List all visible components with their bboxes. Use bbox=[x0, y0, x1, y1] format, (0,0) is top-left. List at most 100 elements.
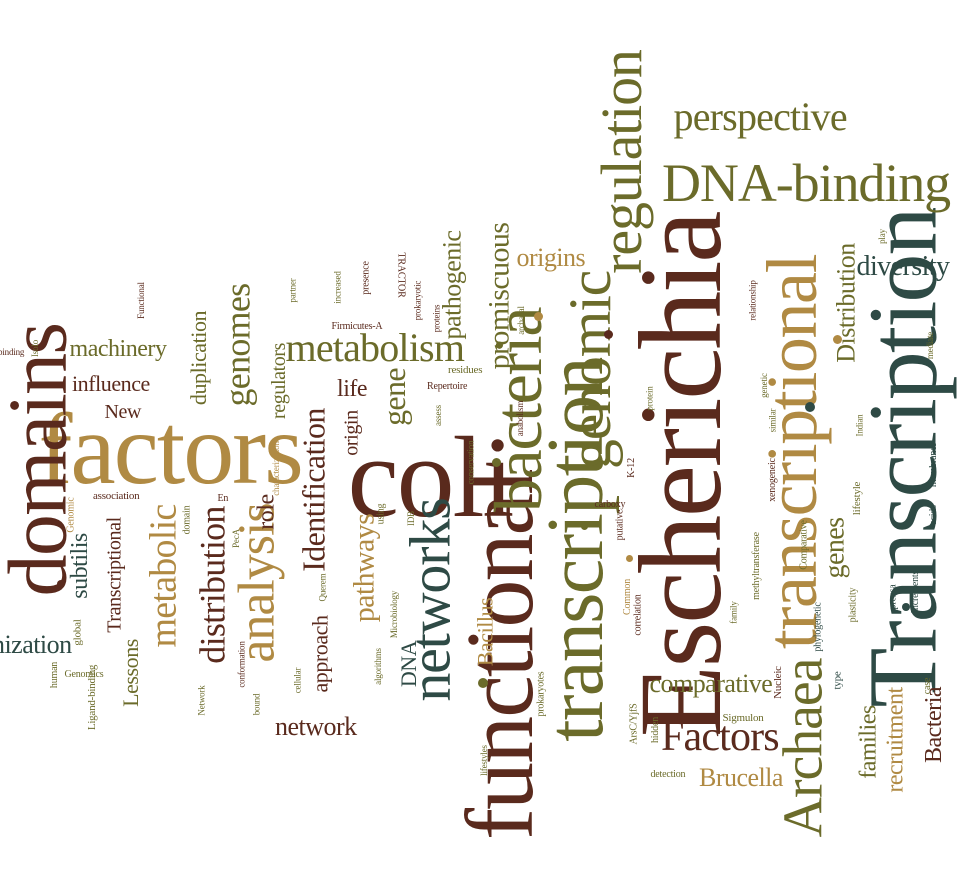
word-duplication: duplication bbox=[186, 310, 212, 406]
word-cellular: cellular bbox=[292, 667, 303, 693]
word-mediate: mediate bbox=[924, 331, 935, 359]
word-conservation: conservation bbox=[465, 440, 476, 484]
word-xenogeneic: xenogeneic bbox=[766, 458, 778, 502]
word-regulation: regulation bbox=[588, 50, 654, 274]
word-bound: bound bbox=[251, 693, 262, 715]
word-presence: presence bbox=[360, 261, 372, 295]
word-genomic-cap: Genomic bbox=[65, 497, 77, 533]
word-dna: DNA bbox=[396, 640, 422, 688]
word-association: association bbox=[93, 489, 140, 502]
word-human: human bbox=[49, 661, 61, 689]
word-ganization: ganization bbox=[0, 630, 72, 659]
word-isolo: Isolo bbox=[29, 339, 40, 357]
word-lessons: Lessons bbox=[117, 639, 143, 707]
word-genes: genes bbox=[818, 517, 850, 579]
word-indian: Indian bbox=[854, 414, 865, 436]
word-genomics: Genomics bbox=[64, 669, 104, 680]
word-residues: residues bbox=[448, 363, 483, 376]
word-binding: binding bbox=[0, 346, 25, 357]
separator-dot bbox=[604, 330, 613, 339]
word-carboxy: carboxy bbox=[594, 499, 626, 510]
word-diversity: diversity bbox=[856, 251, 951, 282]
word-tractor: TRACTOR bbox=[395, 252, 407, 298]
word-pathways: pathways bbox=[346, 513, 380, 623]
word-plasticity: plasticity bbox=[846, 587, 858, 623]
word-transcriptional-cap: Transcriptional bbox=[103, 517, 126, 633]
word-anabolism: anabolism bbox=[514, 400, 525, 436]
word-life: life bbox=[337, 376, 368, 402]
word-using: using bbox=[374, 503, 386, 525]
word-nucleic: Nucleic bbox=[771, 665, 784, 699]
word-putative: putative bbox=[613, 509, 625, 541]
word-identification: Identification bbox=[295, 408, 332, 572]
word-arsc-yjfs: ArsC/YjfS bbox=[627, 703, 639, 745]
word-machinery: machinery bbox=[69, 336, 167, 362]
word-case: case bbox=[922, 677, 934, 695]
word-approach: approach bbox=[307, 615, 333, 693]
word-pathogenic: pathogenic bbox=[436, 230, 466, 340]
word-origins: origins bbox=[516, 243, 586, 272]
word-functional-small: Functional bbox=[135, 281, 146, 319]
word-recruitment: recruitment bbox=[882, 687, 909, 793]
word-firmicutes-a: Firmicutes-A bbox=[331, 321, 383, 332]
word-protein: protein bbox=[644, 385, 655, 411]
word-type: type bbox=[831, 670, 844, 690]
word-peca: PecA bbox=[230, 528, 241, 548]
word-perspective: perspective bbox=[673, 94, 848, 139]
word-families: families bbox=[855, 705, 882, 779]
word-genomic: genomic bbox=[557, 270, 624, 470]
word-algorithms: algorithms bbox=[372, 647, 383, 685]
word-increased: increased bbox=[332, 270, 343, 304]
separator-dot bbox=[492, 458, 501, 467]
word-escherichia: Escherichia bbox=[615, 212, 747, 738]
word-global: global bbox=[71, 618, 84, 646]
word-assess: assess bbox=[432, 404, 443, 426]
word-gene: gene bbox=[375, 368, 412, 426]
word-comparative: comparative bbox=[649, 669, 773, 698]
word-acids: acids bbox=[927, 505, 939, 525]
word-distribution: distribution bbox=[192, 506, 233, 664]
word-new: New bbox=[104, 401, 142, 423]
word-origin: origin bbox=[340, 410, 363, 456]
word-characterization: characterization bbox=[270, 440, 281, 496]
word-idb: IDB bbox=[405, 510, 416, 526]
word-network: network bbox=[275, 712, 357, 741]
word-partner: partner bbox=[287, 277, 298, 303]
word-methyltransferase: methyltransferase bbox=[750, 532, 762, 600]
word-sigmulon: Sigmulon bbox=[722, 711, 764, 724]
word-regulators: regulators bbox=[267, 343, 290, 419]
separator-dot bbox=[534, 312, 543, 321]
word-subtilis: subtilis bbox=[66, 533, 93, 599]
word-lifestyles: lifestyles bbox=[478, 744, 489, 776]
separator-dot bbox=[626, 555, 633, 562]
word-domain: domain bbox=[180, 505, 192, 535]
word-transcriptional: transcriptional bbox=[752, 254, 833, 650]
word-detection: detection bbox=[650, 769, 686, 780]
word-bacteria-cap: Bacteria bbox=[921, 686, 948, 764]
word-genetic: genetic bbox=[758, 372, 769, 398]
word-genomes: genomes bbox=[216, 283, 257, 407]
separator-dot bbox=[805, 402, 815, 412]
word-factors-cap: Factors bbox=[661, 714, 780, 760]
word-repertoire: Repertoire bbox=[427, 381, 468, 392]
separator-dot bbox=[478, 678, 488, 688]
word-correlation: correlation bbox=[632, 594, 644, 636]
word-bacillus: Bacillus bbox=[471, 597, 497, 667]
word-k12: K-12 bbox=[625, 458, 637, 478]
word-microbiology: Microbiology bbox=[388, 590, 399, 638]
separator-dot bbox=[833, 335, 842, 344]
separator-dot bbox=[902, 603, 910, 611]
word-membranes: membranes bbox=[928, 442, 940, 488]
word-en: En bbox=[217, 493, 229, 504]
word-metabolism: metabolism bbox=[285, 325, 465, 370]
word-metabolic: metabolic bbox=[142, 504, 184, 648]
word-prensa: prensa bbox=[886, 584, 898, 610]
word-distribution-cap: Distribution bbox=[831, 243, 861, 363]
word-common: Common bbox=[622, 578, 634, 616]
word-querem: Querem bbox=[317, 573, 328, 601]
word-network-cap: Network bbox=[196, 684, 207, 716]
word-proteins: proteins bbox=[431, 304, 442, 332]
word-relationship: relationship bbox=[747, 279, 758, 321]
word-hidden: hidden bbox=[650, 716, 662, 744]
